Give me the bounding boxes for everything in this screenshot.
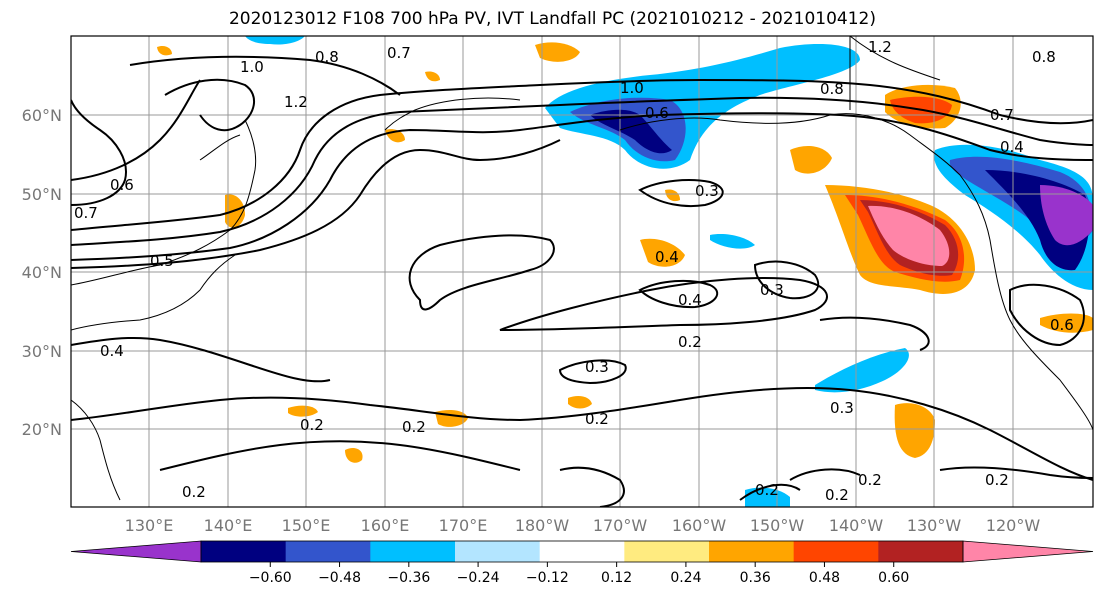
contour-label: 0.8 [1032, 48, 1056, 66]
colorbar-segment [455, 541, 541, 562]
lon-label: 140°W [829, 516, 884, 535]
contour-label: 0.3 [760, 281, 784, 299]
contour-label: 0.2 [985, 471, 1009, 489]
coastlines [71, 36, 1093, 501]
contour-label: 0.8 [820, 80, 844, 98]
colorbar-tick-label: −0.60 [249, 570, 292, 586]
contour-label: 0.2 [678, 333, 702, 351]
contour-label: 0.6 [1050, 316, 1074, 334]
colorbar-arrow-left [70, 540, 202, 563]
contour-label: 0.2 [858, 471, 882, 489]
contour-label: 0.2 [825, 486, 849, 504]
contour-label: 0.6 [645, 104, 669, 122]
contour-label: 0.7 [74, 204, 98, 222]
colorbar-segment [201, 541, 287, 562]
colorbar-segment [709, 541, 795, 562]
colorbar-tick-label: 0.24 [670, 570, 701, 586]
contour-label: 0.7 [387, 44, 411, 62]
lat-label: 30°N [22, 342, 62, 361]
contour-label: 1.2 [868, 38, 892, 56]
colorbar-frame [200, 540, 964, 563]
contour-label: 0.6 [110, 176, 134, 194]
colorbar-segment [624, 541, 710, 562]
contour-label: 0.2 [402, 418, 426, 436]
lat-label: 40°N [22, 263, 62, 282]
contour-label: 0.2 [585, 410, 609, 428]
lon-label: 180°W [515, 516, 570, 535]
contour-label: 0.5 [150, 252, 174, 270]
lon-label: 150°W [750, 516, 805, 535]
lon-label: 130°W [907, 516, 962, 535]
colorbar: −0.60 −0.48 −0.36 −0.24 −0.12 0.12 0.24 0.36 0.4… [70, 540, 1094, 586]
contour-label: 0.4 [678, 291, 702, 309]
ivt-shading [157, 36, 1093, 507]
contour-label: 0.2 [182, 483, 206, 501]
colorbar-tick-label: 0.36 [740, 570, 771, 586]
lat-label: 50°N [22, 185, 62, 204]
contour-label: 0.4 [655, 248, 679, 266]
lon-labels: 130°E 140°E 150°E 160°E 170°E 180°W 170°… [125, 516, 1041, 535]
contour-label: 1.2 [284, 93, 308, 111]
lon-label: 160°E [361, 516, 410, 535]
colorbar-segment [793, 541, 879, 562]
colorbar-segment [539, 541, 625, 562]
colorbar-arrow-right [962, 540, 1094, 563]
colorbar-tick-label: 0.12 [601, 570, 632, 586]
lon-label: 170°E [439, 516, 488, 535]
lon-label: 140°E [204, 516, 253, 535]
plot-frame [70, 35, 1094, 508]
contour-label: 1.0 [620, 79, 644, 97]
colorbar-segment [285, 541, 371, 562]
contour-label: 0.2 [300, 416, 324, 434]
lat-label: 60°N [22, 106, 62, 125]
contour-label: 0.3 [830, 399, 854, 417]
lat-labels: 60°N 50°N 40°N 30°N 20°N [22, 106, 62, 439]
colorbar-tick-label: −0.48 [318, 570, 361, 586]
colorbar-tick-label: −0.12 [526, 570, 569, 586]
colorbar-tick-label: −0.36 [387, 570, 430, 586]
pv-contours [71, 55, 1093, 507]
lon-label: 130°E [125, 516, 174, 535]
lat-label: 20°N [22, 420, 62, 439]
contour-label: 0.2 [755, 481, 779, 499]
lon-label: 150°E [282, 516, 331, 535]
contour-label: 0.7 [990, 106, 1014, 124]
lon-label: 120°W [986, 516, 1041, 535]
colorbar-tick-label: −0.24 [457, 570, 500, 586]
colorbar-segment [878, 541, 964, 562]
lon-label: 160°W [672, 516, 727, 535]
lon-label: 170°W [593, 516, 648, 535]
contour-label: 0.4 [100, 342, 124, 360]
colorbar-segment [370, 541, 456, 562]
contour-label: 1.0 [240, 58, 264, 76]
contour-label: 0.4 [1000, 138, 1024, 156]
contour-label: 0.8 [315, 48, 339, 66]
colorbar-tick-label: 0.60 [878, 570, 909, 586]
contour-labels: 0.8 0.7 1.0 1.2 1.0 0.8 0.6 1.2 0.8 0.7 … [74, 38, 1074, 504]
colorbar-tick-label: 0.48 [809, 570, 840, 586]
contour-label: 0.3 [695, 182, 719, 200]
contour-label: 0.3 [585, 358, 609, 376]
map-title: 2020123012 F108 700 hPa PV, IVT Landfall… [228, 9, 876, 29]
